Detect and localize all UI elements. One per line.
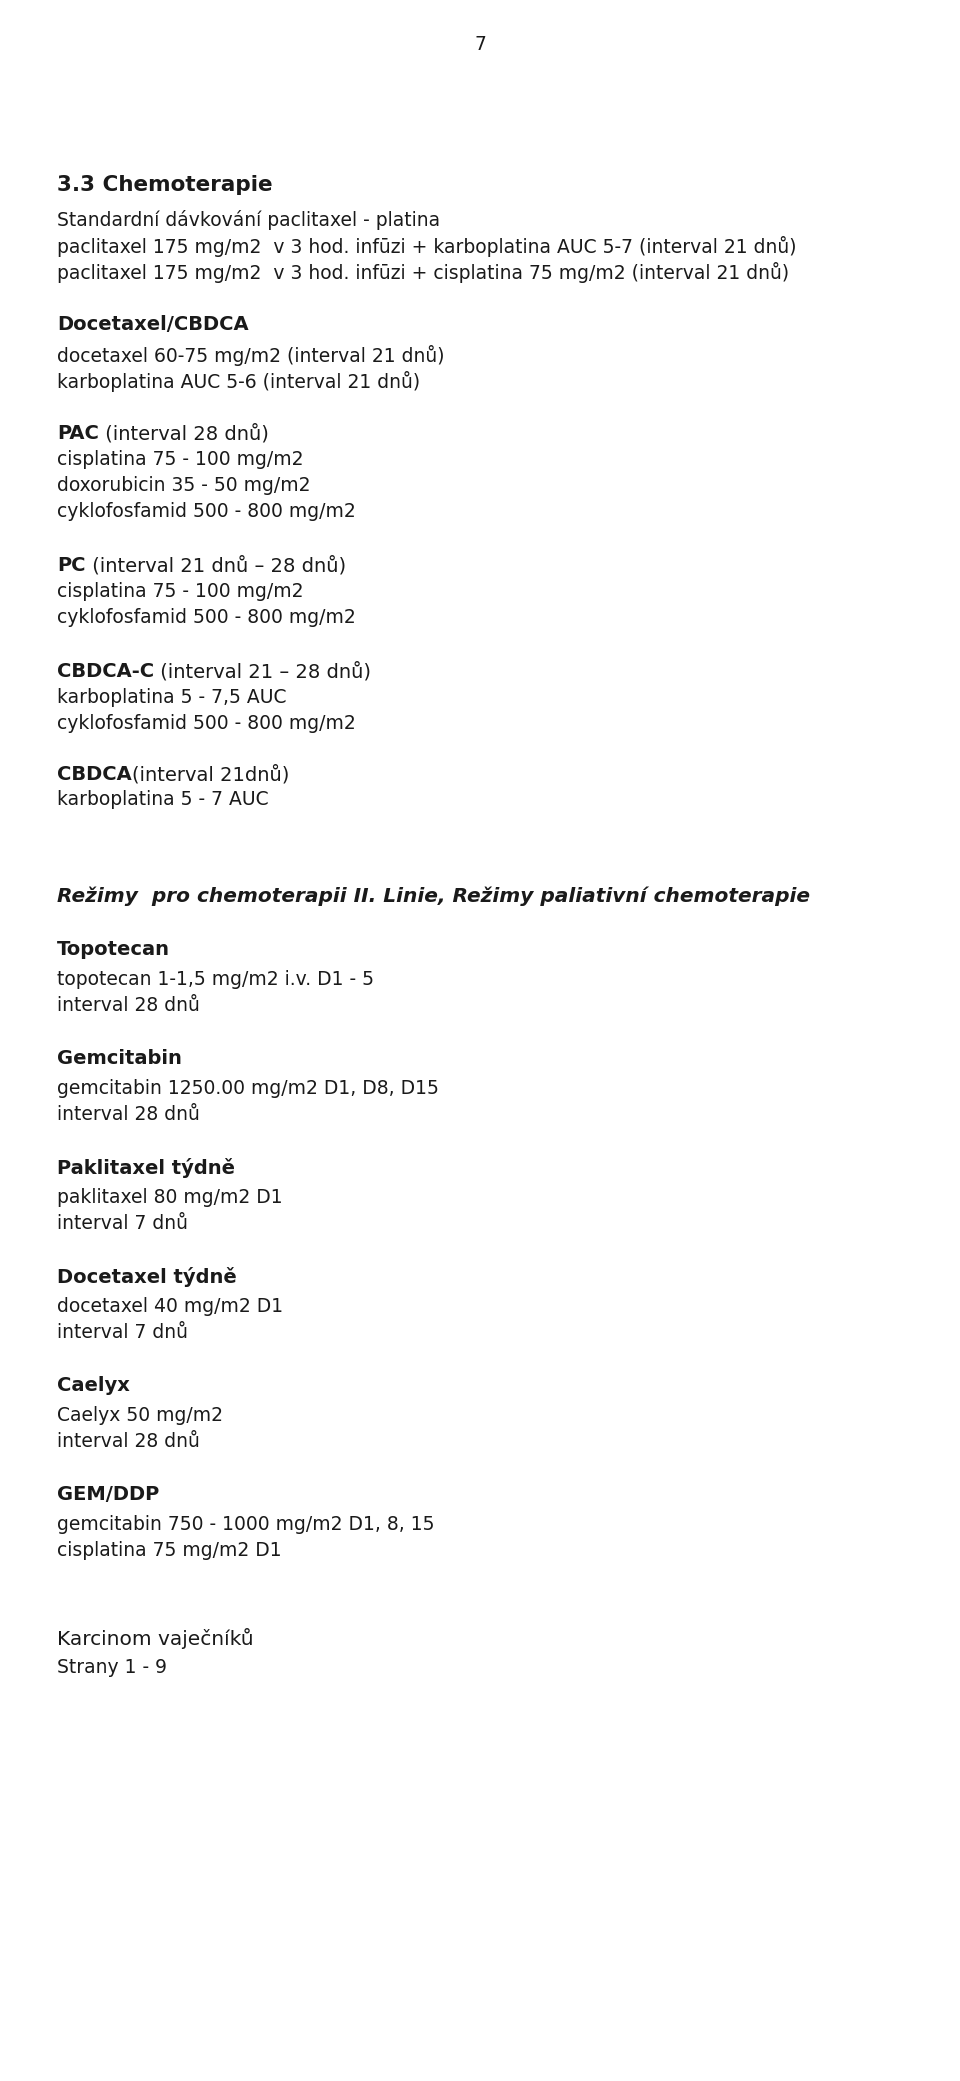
Text: karboplatina 5 - 7 AUC: karboplatina 5 - 7 AUC	[57, 791, 269, 810]
Text: CBDCA: CBDCA	[57, 766, 132, 785]
Text: paclitaxel 175 mg/m2  v 3 hod. infūzi + karboplatina AUC 5-7 (interval 21 dnů): paclitaxel 175 mg/m2 v 3 hod. infūzi + k…	[57, 235, 797, 256]
Text: CBDCA-C: CBDCA-C	[57, 662, 155, 680]
Text: paklitaxel 80 mg/m2 D1: paklitaxel 80 mg/m2 D1	[57, 1188, 282, 1207]
Text: 7: 7	[474, 35, 486, 54]
Text: Topotecan: Topotecan	[57, 941, 170, 959]
Text: interval 28 dnů: interval 28 dnů	[57, 1432, 200, 1450]
Text: cisplatina 75 - 100 mg/m2: cisplatina 75 - 100 mg/m2	[57, 449, 303, 468]
Text: PC: PC	[57, 556, 85, 574]
Text: gemcitabin 1250.00 mg/m2 D1, D8, D15: gemcitabin 1250.00 mg/m2 D1, D8, D15	[57, 1080, 439, 1099]
Text: cisplatina 75 mg/m2 D1: cisplatina 75 mg/m2 D1	[57, 1542, 281, 1561]
Text: interval 28 dnů: interval 28 dnů	[57, 997, 200, 1016]
Text: karboplatina 5 - 7,5 AUC: karboplatina 5 - 7,5 AUC	[57, 689, 286, 708]
Text: karboplatina AUC 5-6 (interval 21 dnů): karboplatina AUC 5-6 (interval 21 dnů)	[57, 370, 420, 391]
Text: Strany 1 - 9: Strany 1 - 9	[57, 1659, 167, 1677]
Text: paclitaxel 175 mg/m2  v 3 hod. infūzi + cisplatina 75 mg/m2 (interval 21 dnů): paclitaxel 175 mg/m2 v 3 hod. infūzi + c…	[57, 262, 789, 283]
Text: 3.3 Chemoterapie: 3.3 Chemoterapie	[57, 175, 273, 196]
Text: Docetaxel/CBDCA: Docetaxel/CBDCA	[57, 314, 249, 333]
Text: (interval 21 – 28 dnů): (interval 21 – 28 dnů)	[155, 662, 372, 680]
Text: (interval 21dnů): (interval 21dnů)	[132, 766, 289, 785]
Text: cyklofosfamid 500 - 800 mg/m2: cyklofosfamid 500 - 800 mg/m2	[57, 608, 356, 626]
Text: docetaxel 60-75 mg/m2 (interval 21 dnů): docetaxel 60-75 mg/m2 (interval 21 dnů)	[57, 345, 444, 366]
Text: interval 28 dnů: interval 28 dnů	[57, 1105, 200, 1124]
Text: docetaxel 40 mg/m2 D1: docetaxel 40 mg/m2 D1	[57, 1296, 283, 1315]
Text: interval 7 dnů: interval 7 dnů	[57, 1213, 188, 1234]
Text: cisplatina 75 - 100 mg/m2: cisplatina 75 - 100 mg/m2	[57, 583, 303, 601]
Text: (interval 28 dnů): (interval 28 dnů)	[99, 425, 269, 443]
Text: Caelyx 50 mg/m2: Caelyx 50 mg/m2	[57, 1407, 223, 1425]
Text: Caelyx: Caelyx	[57, 1376, 130, 1394]
Text: (interval 21 dnů – 28 dnů): (interval 21 dnů – 28 dnů)	[85, 556, 346, 576]
Text: PAC: PAC	[57, 425, 99, 443]
Text: Gemcitabin: Gemcitabin	[57, 1049, 181, 1068]
Text: GEM/DDP: GEM/DDP	[57, 1486, 159, 1505]
Text: interval 7 dnů: interval 7 dnů	[57, 1324, 188, 1342]
Text: Režimy  pro chemoterapii II. Linie, Režimy paliativní chemoterapie: Režimy pro chemoterapii II. Linie, Režim…	[57, 887, 810, 907]
Text: Paklitaxel týdně: Paklitaxel týdně	[57, 1157, 235, 1178]
Text: Docetaxel týdně: Docetaxel týdně	[57, 1267, 237, 1286]
Text: Standardní dávkování paclitaxel - platina: Standardní dávkování paclitaxel - platin…	[57, 210, 440, 231]
Text: topotecan 1-1,5 mg/m2 i.v. D1 - 5: topotecan 1-1,5 mg/m2 i.v. D1 - 5	[57, 970, 374, 988]
Text: cyklofosfamid 500 - 800 mg/m2: cyklofosfamid 500 - 800 mg/m2	[57, 714, 356, 733]
Text: Karcinom vaječníků: Karcinom vaječníků	[57, 1627, 253, 1648]
Text: cyklofosfamid 500 - 800 mg/m2: cyklofosfamid 500 - 800 mg/m2	[57, 502, 356, 520]
Text: gemcitabin 750 - 1000 mg/m2 D1, 8, 15: gemcitabin 750 - 1000 mg/m2 D1, 8, 15	[57, 1515, 435, 1534]
Text: doxorubicin 35 - 50 mg/m2: doxorubicin 35 - 50 mg/m2	[57, 477, 310, 495]
